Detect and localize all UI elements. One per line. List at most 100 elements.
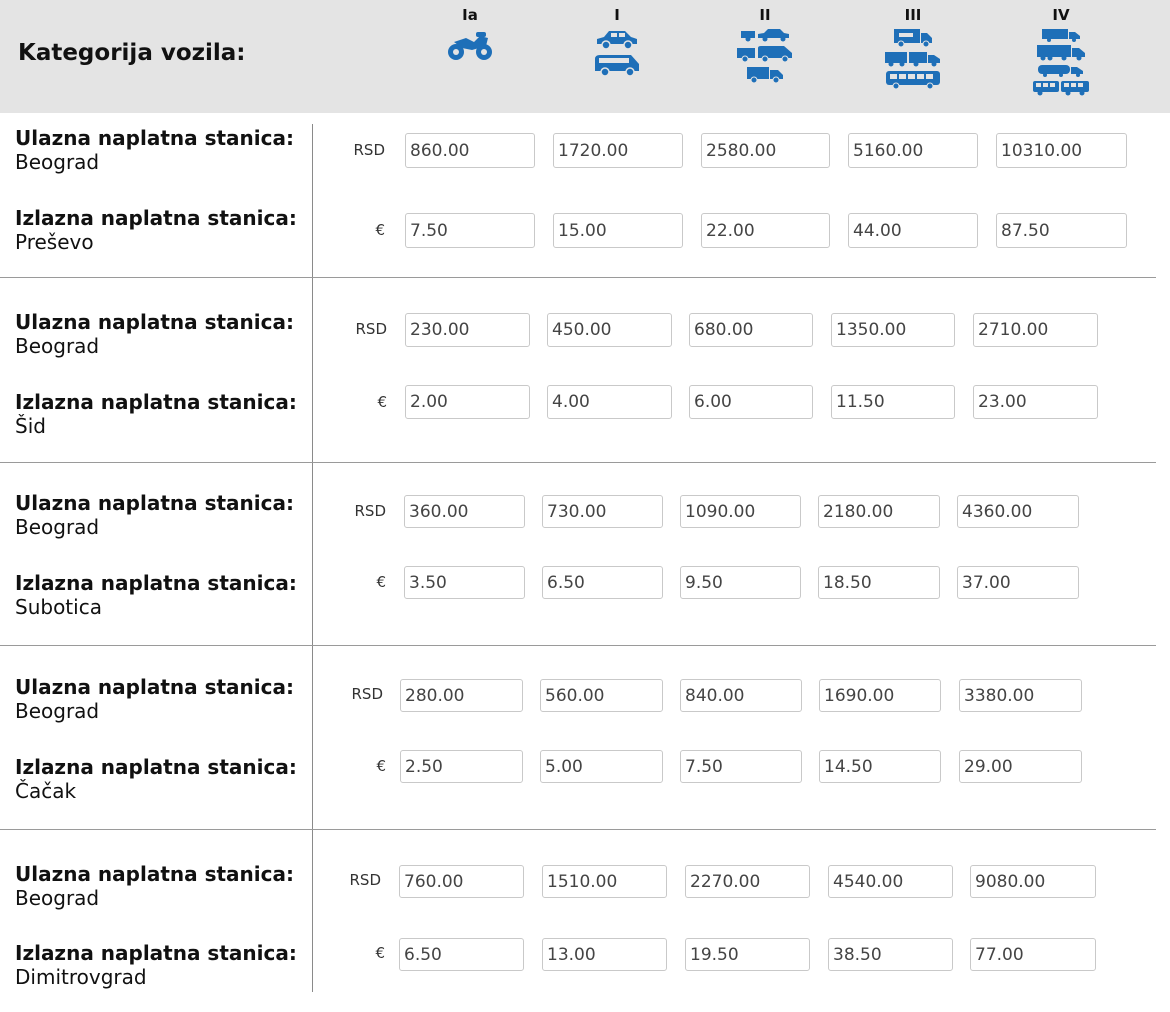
category-iii: III xyxy=(868,6,958,90)
price-eur-ii[interactable] xyxy=(689,385,813,419)
bus-icon xyxy=(886,71,940,90)
category-iv: IV xyxy=(1016,6,1106,96)
price-eur-ia[interactable] xyxy=(404,566,525,599)
price-rsd-iv[interactable] xyxy=(996,133,1127,168)
tanker-truck-icon xyxy=(1038,65,1083,77)
entry-station-name: Beograd xyxy=(15,515,100,539)
exit-station-name: Šid xyxy=(15,414,46,438)
price-eur-ia[interactable] xyxy=(405,385,530,419)
price-rsd-iv[interactable] xyxy=(970,865,1096,898)
price-rsd-i[interactable] xyxy=(542,495,663,528)
price-rsd-ia[interactable] xyxy=(400,679,523,712)
price-eur-iv[interactable] xyxy=(957,566,1079,599)
price-eur-iii[interactable] xyxy=(848,213,978,248)
entry-station: Ulazna naplatna stanica: Beograd xyxy=(15,310,305,358)
entry-station: Ulazna naplatna stanica: Beograd xyxy=(15,491,305,539)
vehicle-category-header: Kategorija vozila: Ia I xyxy=(0,0,1170,113)
entry-station: Ulazna naplatna stanica: Beograd xyxy=(15,126,305,174)
column-divider xyxy=(312,124,313,277)
exit-station: Izlazna naplatna stanica: Preševo xyxy=(15,206,305,254)
price-rsd-iv[interactable] xyxy=(959,679,1082,712)
exit-station: Izlazna naplatna stanica: Čačak xyxy=(15,755,305,803)
exit-station-label: Izlazna naplatna stanica: xyxy=(15,755,297,779)
price-eur-i[interactable] xyxy=(542,566,663,599)
category-label: IV xyxy=(1052,6,1070,24)
column-divider xyxy=(312,646,313,829)
page-title: Kategorija vozila: xyxy=(18,40,246,66)
price-eur-i[interactable] xyxy=(540,750,663,783)
car-trailer-icon xyxy=(741,29,789,42)
category-ia: Ia xyxy=(425,6,515,62)
currency-rsd-label: RSD xyxy=(354,502,387,520)
truck-trailer-icon xyxy=(885,52,940,67)
entry-station-label: Ulazna naplatna stanica: xyxy=(15,310,294,334)
price-rsd-ii[interactable] xyxy=(689,313,813,347)
price-rsd-iv[interactable] xyxy=(973,313,1098,347)
price-rsd-ii[interactable] xyxy=(701,133,830,168)
heavy-truck-icon xyxy=(1037,45,1085,61)
exit-station-name: Subotica xyxy=(15,595,102,619)
price-eur-ia[interactable] xyxy=(405,213,535,248)
van-trailer-icon xyxy=(737,46,792,63)
price-eur-ii[interactable] xyxy=(685,938,810,971)
entry-station-name: Beograd xyxy=(15,150,100,174)
price-rsd-ia[interactable] xyxy=(405,133,535,168)
price-eur-iv[interactable] xyxy=(959,750,1082,783)
price-eur-ii[interactable] xyxy=(680,566,801,599)
price-rsd-iii[interactable] xyxy=(848,133,978,168)
price-eur-iii[interactable] xyxy=(828,938,953,971)
route-beograd-dimitrovgrad: Ulazna naplatna stanica: Beograd Izlazna… xyxy=(0,830,1156,992)
price-rsd-i[interactable] xyxy=(547,313,672,347)
currency-rsd-label: RSD xyxy=(349,871,382,889)
price-rsd-iii[interactable] xyxy=(831,313,955,347)
price-rsd-iii[interactable] xyxy=(828,865,953,898)
motorcycle-icon xyxy=(448,32,492,60)
price-eur-i[interactable] xyxy=(547,385,672,419)
price-rsd-i[interactable] xyxy=(553,133,683,168)
price-rsd-iv[interactable] xyxy=(957,495,1079,528)
entry-station-name: Beograd xyxy=(15,886,100,910)
column-divider xyxy=(312,463,313,645)
category-i: I xyxy=(572,6,662,77)
category-label: I xyxy=(614,6,620,24)
price-rsd-i[interactable] xyxy=(542,865,667,898)
car-icon xyxy=(597,31,637,50)
price-eur-i[interactable] xyxy=(553,213,683,248)
price-eur-iii[interactable] xyxy=(818,566,940,599)
entry-station: Ulazna naplatna stanica: Beograd xyxy=(15,675,305,723)
price-eur-iv[interactable] xyxy=(973,385,1098,419)
entry-station-label: Ulazna naplatna stanica: xyxy=(15,675,294,699)
box-truck-icon xyxy=(894,29,932,48)
price-rsd-iii[interactable] xyxy=(819,679,941,712)
price-eur-ii[interactable] xyxy=(680,750,802,783)
price-rsd-i[interactable] xyxy=(540,679,663,712)
exit-station: Izlazna naplatna stanica: Šid xyxy=(15,390,305,438)
price-rsd-ia[interactable] xyxy=(405,313,530,347)
price-rsd-iii[interactable] xyxy=(818,495,940,528)
currency-rsd-label: RSD xyxy=(355,320,388,338)
price-eur-i[interactable] xyxy=(542,938,667,971)
price-rsd-ii[interactable] xyxy=(685,865,810,898)
price-rsd-ii[interactable] xyxy=(680,679,802,712)
exit-station-label: Izlazna naplatna stanica: xyxy=(15,206,297,230)
price-eur-iv[interactable] xyxy=(996,213,1127,248)
price-eur-iii[interactable] xyxy=(831,385,955,419)
entry-station: Ulazna naplatna stanica: Beograd xyxy=(15,862,305,910)
route-beograd-cacak: Ulazna naplatna stanica: Beograd Izlazna… xyxy=(0,646,1156,830)
entry-station-label: Ulazna naplatna stanica: xyxy=(15,491,294,515)
price-eur-iii[interactable] xyxy=(819,750,941,783)
exit-station: Izlazna naplatna stanica: Dimitrovgrad xyxy=(15,941,305,989)
route-beograd-sid: Ulazna naplatna stanica: Beograd Izlazna… xyxy=(0,278,1156,463)
price-rsd-ia[interactable] xyxy=(404,495,525,528)
currency-eur-label: € xyxy=(376,573,386,591)
price-eur-ia[interactable] xyxy=(399,938,524,971)
exit-station-label: Izlazna naplatna stanica: xyxy=(15,571,297,595)
price-rsd-ia[interactable] xyxy=(399,865,524,898)
price-rsd-ii[interactable] xyxy=(680,495,801,528)
price-eur-ii[interactable] xyxy=(701,213,830,248)
currency-rsd-label: RSD xyxy=(351,685,384,703)
entry-station-name: Beograd xyxy=(15,699,100,723)
exit-station-name: Dimitrovgrad xyxy=(15,965,147,989)
price-eur-iv[interactable] xyxy=(970,938,1096,971)
price-eur-ia[interactable] xyxy=(400,750,523,783)
